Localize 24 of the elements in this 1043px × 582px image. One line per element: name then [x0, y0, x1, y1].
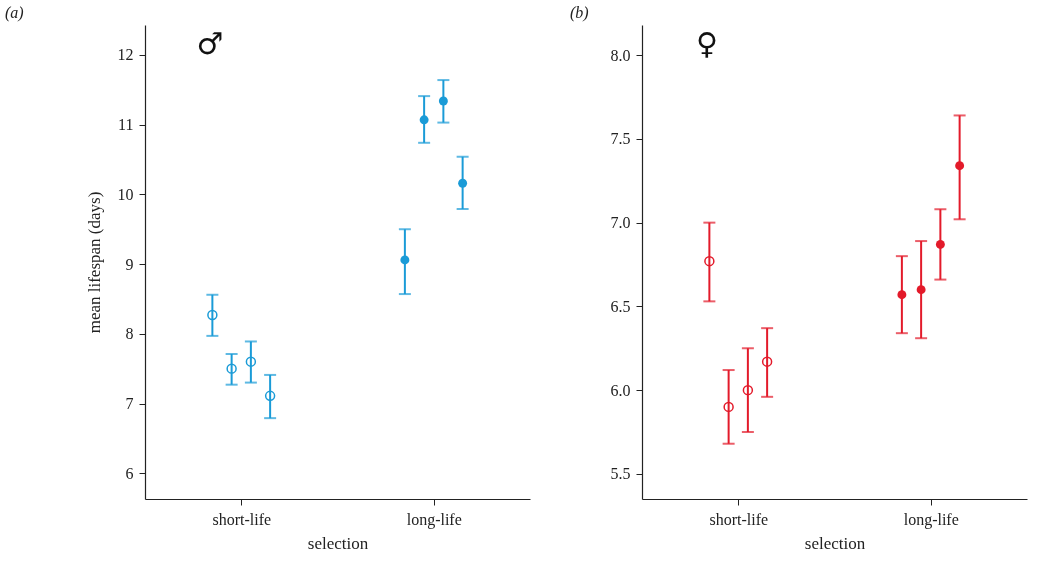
- x-tick-label: long-life: [406, 510, 462, 529]
- text: (a): [5, 4, 24, 22]
- y-tick-label: 5.5: [610, 465, 631, 483]
- y-tick-label: 8.0: [610, 46, 631, 64]
- y-tick-label: 12: [117, 46, 134, 64]
- y-tick-label: 7: [125, 395, 134, 412]
- y-tick-label: 9: [125, 255, 134, 273]
- x-tick-label: long-life: [903, 510, 959, 529]
- y-tick-label: 11: [118, 116, 134, 134]
- x-tick-label: short-life: [709, 510, 769, 528]
- y-tick-label: 6.5: [610, 297, 631, 315]
- y-tick-label: 8: [125, 325, 134, 343]
- annotation: ♂: [196, 26, 224, 61]
- y-tick-label: 7.5: [610, 130, 631, 148]
- x-axis-title: selection: [804, 533, 866, 553]
- y-tick-label: 6: [125, 464, 134, 482]
- y-tick-label: 7.0: [610, 214, 631, 232]
- annotation: ♀: [696, 26, 718, 61]
- x-axis-title: selection: [307, 533, 369, 553]
- x-tick-label: short-life: [212, 510, 272, 528]
- chart-title: (b): [570, 4, 589, 22]
- y-tick-label: 10: [117, 185, 134, 203]
- y-tick-label: 6.0: [610, 381, 631, 399]
- y-axis-title: mean lifespan (days): [84, 191, 104, 334]
